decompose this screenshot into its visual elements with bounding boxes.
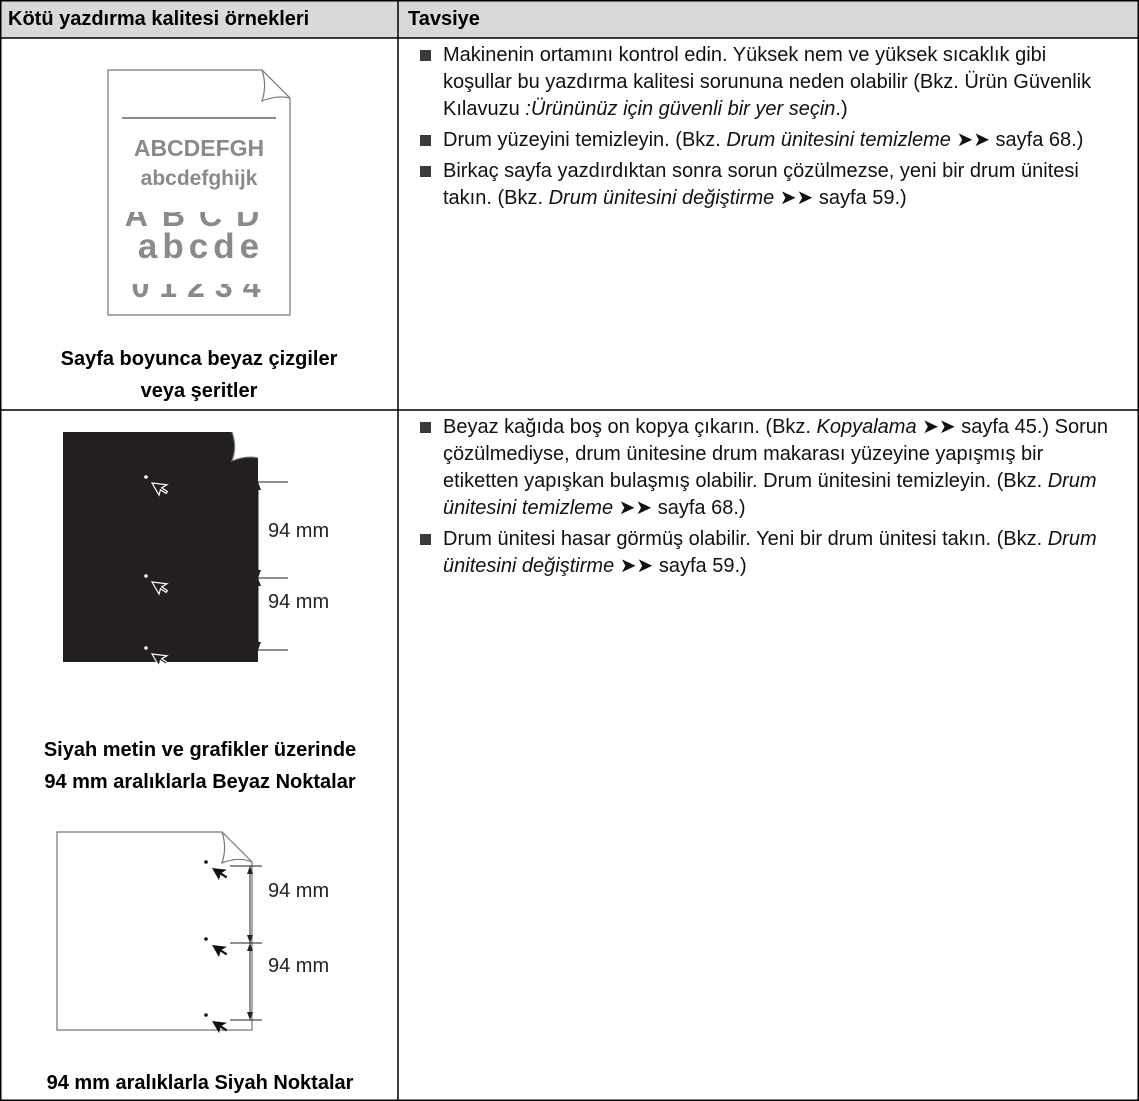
sample-caption: 94 mm aralıklarla Siyah Noktalar <box>47 1072 354 1094</box>
bullet <box>420 50 431 61</box>
advice-item: Makinenin ortamını kontrol edin. Yüksek … <box>420 42 1120 123</box>
reference: :Ürününüz için güvenli bir yer seçin <box>525 98 836 120</box>
advice-list: Makinenin ortamını kontrol edin. Yüksek … <box>420 42 1120 216</box>
advice-text: ➤➤ sayfa 68.) <box>950 129 1084 151</box>
reference: Drum ünitesini temizleme <box>726 129 951 151</box>
sample-caption: Sayfa boyunca beyaz çizgiler <box>61 348 338 370</box>
bullet <box>420 135 431 146</box>
white-spots-illustration <box>63 431 288 668</box>
reference: Kopyalama <box>816 416 917 438</box>
sample-text: abcde <box>138 227 264 266</box>
black-spots-illustration <box>56 831 262 1034</box>
sample-caption: Siyah metin ve grafikler üzerinde <box>44 739 356 761</box>
sample-text: abcdefghijk <box>141 167 258 190</box>
reference: Drum ünitesini temizleme <box>443 470 1097 519</box>
advice-text: Beyaz kağıda boş on kopya çıkarın. (Bkz. <box>443 416 817 438</box>
dimension-label: 94 mm <box>268 880 329 902</box>
dimension-label: 94 mm <box>268 520 329 542</box>
advice-item: Birkaç sayfa yazdırdıktan sonra sorun çö… <box>420 158 1120 212</box>
advice-text: ➤➤ sayfa 45.) Sorun çözülmediyse, drum ü… <box>443 416 1108 492</box>
advice-text: ➤➤ sayfa 68.) <box>613 497 746 519</box>
dimension-label: 94 mm <box>268 955 329 977</box>
reference: Drum ünitesini değiştirme <box>443 528 1097 577</box>
advice-item: Beyaz kağıda boş on kopya çıkarın. (Bkz.… <box>420 414 1120 522</box>
dimension-label: 94 mm <box>268 591 329 613</box>
bullet <box>420 166 431 177</box>
advice-item: Drum yüzeyini temizleyin. (Bkz. Drum üni… <box>420 127 1120 154</box>
advice-text: Drum ünitesi hasar görmüş olabilir. Yeni… <box>443 528 1048 550</box>
advice-text: .) <box>835 98 848 120</box>
reference: Drum ünitesini değiştirme <box>548 187 775 209</box>
advice-text: Drum yüzeyini temizleyin. (Bkz. <box>443 129 727 151</box>
advice-list: Beyaz kağıda boş on kopya çıkarın. (Bkz.… <box>420 414 1120 584</box>
advice-text: ➤➤ sayfa 59.) <box>614 555 747 577</box>
column-header: Kötü yazdırma kalitesi örnekleri <box>8 8 310 30</box>
white-stripes-illustration: ABCDEFGH abcdefghijk ABCD abcde 01234 <box>107 69 291 316</box>
sample-caption: 94 mm aralıklarla Beyaz Noktalar <box>44 771 356 793</box>
bullet <box>420 534 431 545</box>
advice-item: Drum ünitesi hasar görmüş olabilir. Yeni… <box>420 526 1120 580</box>
sample-text: ABCDEFGH <box>134 135 264 161</box>
bullet <box>420 422 431 433</box>
advice-text: Birkaç sayfa yazdırdıktan sonra sorun çö… <box>443 160 1079 209</box>
header-background <box>0 0 1139 38</box>
sample-caption: veya şeritler <box>141 380 258 402</box>
advice-text: Makinenin ortamını kontrol edin. Yüksek … <box>443 44 1092 120</box>
column-header: Tavsiye <box>408 8 480 30</box>
advice-text: ➤➤ sayfa 59.) <box>774 187 907 209</box>
